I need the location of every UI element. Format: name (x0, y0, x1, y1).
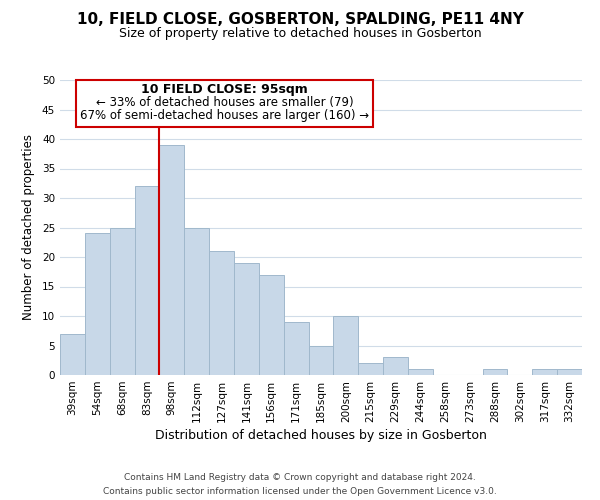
FancyBboxPatch shape (76, 80, 373, 127)
Y-axis label: Number of detached properties: Number of detached properties (22, 134, 35, 320)
Bar (110, 228, 134, 375)
Bar (383, 358, 408, 375)
Bar (408, 369, 433, 375)
Text: 10, FIELD CLOSE, GOSBERTON, SPALDING, PE11 4NY: 10, FIELD CLOSE, GOSBERTON, SPALDING, PE… (77, 12, 523, 28)
Bar (358, 363, 383, 375)
Bar (482, 369, 508, 375)
Bar (259, 274, 284, 375)
Bar (532, 369, 557, 375)
Text: 67% of semi-detached houses are larger (160) →: 67% of semi-detached houses are larger (… (80, 109, 369, 122)
Text: 10 FIELD CLOSE: 95sqm: 10 FIELD CLOSE: 95sqm (141, 83, 308, 96)
Bar (85, 234, 110, 375)
Bar (557, 369, 582, 375)
Text: Contains public sector information licensed under the Open Government Licence v3: Contains public sector information licen… (103, 486, 497, 496)
Bar (334, 316, 358, 375)
Bar (209, 251, 234, 375)
Bar (308, 346, 334, 375)
Bar (184, 228, 209, 375)
Text: ← 33% of detached houses are smaller (79): ← 33% of detached houses are smaller (79… (95, 96, 353, 109)
Bar (134, 186, 160, 375)
Bar (160, 145, 184, 375)
Bar (60, 334, 85, 375)
Text: Size of property relative to detached houses in Gosberton: Size of property relative to detached ho… (119, 28, 481, 40)
Bar (284, 322, 308, 375)
Text: Contains HM Land Registry data © Crown copyright and database right 2024.: Contains HM Land Registry data © Crown c… (124, 472, 476, 482)
Bar (234, 263, 259, 375)
X-axis label: Distribution of detached houses by size in Gosberton: Distribution of detached houses by size … (155, 429, 487, 442)
